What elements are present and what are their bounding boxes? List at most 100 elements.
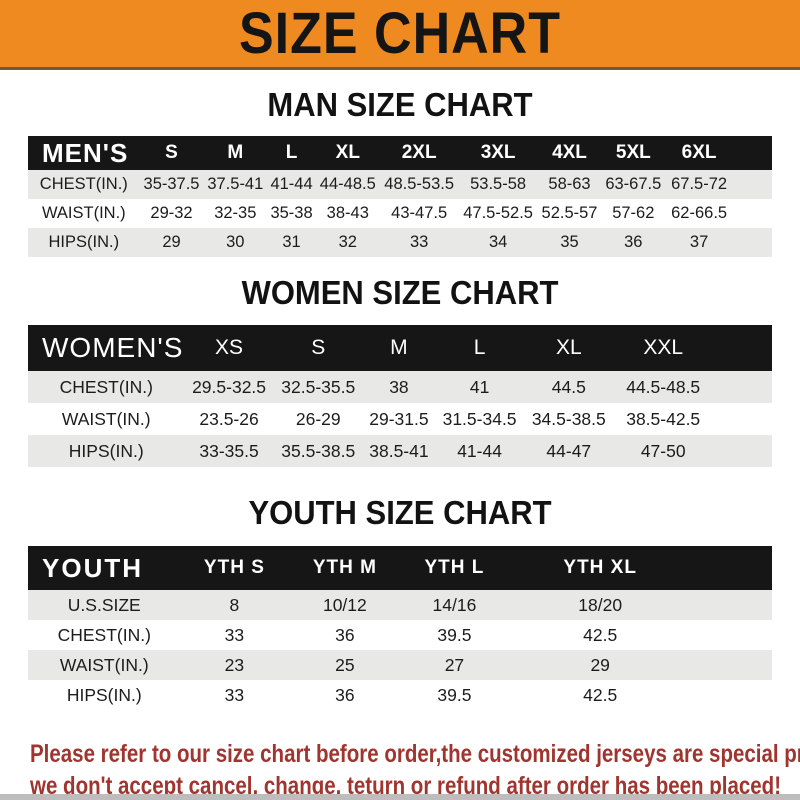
row-label: WAIST(IN.): [61, 408, 151, 429]
size-value-cell: 31.5-34.5: [442, 408, 517, 429]
table-body: U.S.SIZE 8 10/12 14/16 18/20 CHEST(IN.) 33 36 39…: [28, 590, 772, 710]
size-value-cell: 36: [335, 684, 355, 705]
size-value-cell: 10/12: [322, 594, 367, 615]
size-value-cell: 35: [560, 233, 579, 251]
size-value-cell: 44-47: [546, 440, 592, 461]
size-column-header: XS: [215, 336, 244, 359]
size-value-cell: 29: [162, 233, 181, 251]
size-value-cell: 36: [624, 233, 643, 251]
table-row: CHEST(IN.) 35-37.5 37.5-41 41-44 44-48.5 48.5…: [28, 170, 772, 199]
size-value-cell: 34: [488, 233, 508, 251]
table-header: MEN'S S M L XL 2XL 3XL 4XL 5XL 6XL: [28, 136, 772, 170]
size-value-cell: 33: [224, 624, 245, 645]
size-value-cell: 53.5-58: [470, 175, 527, 193]
size-column-header: L: [473, 336, 486, 359]
size-value-cell: 26-29: [295, 408, 341, 429]
size-value-cell: 41-44: [457, 440, 502, 461]
table-corner-label: WOMEN'S: [42, 332, 184, 363]
size-value-cell: 35-37.5: [143, 175, 200, 193]
table-body: CHEST(IN.) 35-37.5 37.5-41 41-44 44-48.5 48.5…: [28, 170, 772, 257]
size-value-cell: 32.5-35.5: [281, 376, 356, 397]
size-value-cell: 42.5: [583, 624, 618, 645]
size-column-header: M: [227, 142, 244, 163]
size-value-cell: 35-38: [270, 204, 313, 222]
bottom-border-strip: [0, 794, 800, 800]
size-value-cell: 36: [335, 624, 355, 645]
table-corner-label: MEN'S: [42, 137, 129, 168]
size-value-cell: 27: [444, 654, 465, 675]
size-value-cell: 63-67.5: [605, 175, 662, 193]
size-value-cell: 34.5-38.5: [531, 408, 606, 429]
size-value-cell: 38: [389, 376, 409, 397]
table-header-row: WOMEN'S XS S M L XL XXL: [28, 325, 772, 371]
size-value-cell: 37.5-41: [207, 175, 264, 193]
size-value-cell: 38.5-41: [369, 440, 429, 461]
size-column-header: 5XL: [615, 142, 651, 163]
size-value-cell: 18/20: [578, 594, 623, 615]
table-header: YOUTH YTH S YTH M YTH L YTH XL: [28, 546, 772, 590]
youth-size-table: YOUTH YTH S YTH M YTH L YTH XL U.S.SIZE 8 10/12…: [28, 546, 772, 710]
table-row: HIPS(IN.) 33 36 39.5 42.5: [28, 680, 772, 710]
size-value-cell: 44-48.5: [319, 175, 376, 193]
size-value-cell: 39.5: [437, 624, 472, 645]
size-column-header: 3XL: [480, 142, 516, 163]
size-value-cell: 33: [409, 233, 429, 251]
table-row: WAIST(IN.) 29-32 32-35 35-38 38-43 43-47.5 47.…: [28, 199, 772, 228]
size-column-header: L: [285, 142, 298, 163]
size-column-header: YTH XL: [563, 557, 637, 578]
size-value-cell: 41: [469, 376, 490, 397]
size-value-cell: 39.5: [437, 684, 472, 705]
size-value-cell: 44.5-48.5: [626, 376, 701, 397]
table-row: HIPS(IN.) 33-35.5 35.5-38.5 38.5-41 41-44 44-…: [28, 435, 772, 467]
size-value-cell: 47-50: [640, 440, 686, 461]
size-value-cell: 58-63: [548, 175, 591, 193]
size-column-header: YTH M: [312, 557, 377, 578]
size-value-cell: 29.5-32.5: [192, 376, 267, 397]
womens-size-table: WOMEN'S XS S M L XL XXL CHEST(IN.) 29.5-32.5 32.5…: [28, 325, 772, 467]
size-value-cell: 37: [689, 233, 709, 251]
youth-size-chart-heading: YOUTH SIZE CHART: [248, 493, 552, 532]
size-value-cell: 33-35.5: [199, 440, 259, 461]
row-label: U.S.SIZE: [67, 594, 141, 615]
size-value-cell: 57-62: [612, 204, 655, 222]
size-column-header: YTH L: [424, 557, 485, 578]
table-corner-label: YOUTH: [42, 552, 143, 583]
row-label: CHEST(IN.): [57, 624, 151, 645]
size-chart-banner: SIZE CHART: [0, 0, 800, 70]
table-row: HIPS(IN.) 29 30 31 32 33 34 35 36 37: [28, 228, 772, 257]
row-label: CHEST(IN.): [59, 376, 153, 397]
size-value-cell: 33: [224, 684, 245, 705]
size-column-header: M: [390, 336, 408, 359]
size-value-cell: 52.5-57: [541, 204, 598, 222]
size-column-header: S: [165, 142, 178, 163]
size-value-cell: 38.5-42.5: [626, 408, 701, 429]
row-label: WAIST(IN.): [41, 204, 126, 222]
size-value-cell: 48.5-53.5: [384, 175, 455, 193]
table-row: WAIST(IN.) 23 25 27 29: [28, 650, 772, 680]
table-row: WAIST(IN.) 23.5-26 26-29 29-31.5 31.5-34.5 34…: [28, 403, 772, 435]
women-size-chart-heading: WOMEN SIZE CHART: [241, 273, 559, 312]
size-column-header: 6XL: [681, 142, 717, 163]
row-label: WAIST(IN.): [59, 654, 149, 675]
size-value-cell: 32-35: [214, 204, 257, 222]
size-value-cell: 43-47.5: [391, 204, 448, 222]
size-value-cell: 47.5-52.5: [463, 204, 533, 222]
size-value-cell: 25: [335, 654, 355, 675]
size-value-cell: 29-31.5: [369, 408, 429, 429]
size-value-cell: 35.5-38.5: [281, 440, 356, 461]
mens-size-table: MEN'S S M L XL 2XL 3XL 4XL 5XL 6XL CHEST(IN.) 35-37…: [28, 136, 772, 257]
size-column-header: XL: [335, 142, 360, 163]
table-body: CHEST(IN.) 29.5-32.5 32.5-35.5 38 41 44.5 44.5…: [28, 371, 772, 467]
size-value-cell: 23.5-26: [199, 408, 259, 429]
size-value-cell: 8: [229, 594, 240, 615]
man-size-chart-heading: MAN SIZE CHART: [267, 85, 533, 124]
table-row: CHEST(IN.) 33 36 39.5 42.5: [28, 620, 772, 650]
table-row: CHEST(IN.) 29.5-32.5 32.5-35.5 38 41 44.5 44.5…: [28, 371, 772, 403]
size-value-cell: 29: [590, 654, 610, 675]
disclaimer-text: Please refer to our size chart before or…: [30, 738, 800, 800]
size-column-header: S: [311, 336, 326, 359]
row-label: HIPS(IN.): [48, 233, 120, 251]
row-label: CHEST(IN.): [39, 175, 128, 193]
size-value-cell: 14/16: [432, 594, 477, 615]
size-column-header: XL: [555, 336, 582, 359]
